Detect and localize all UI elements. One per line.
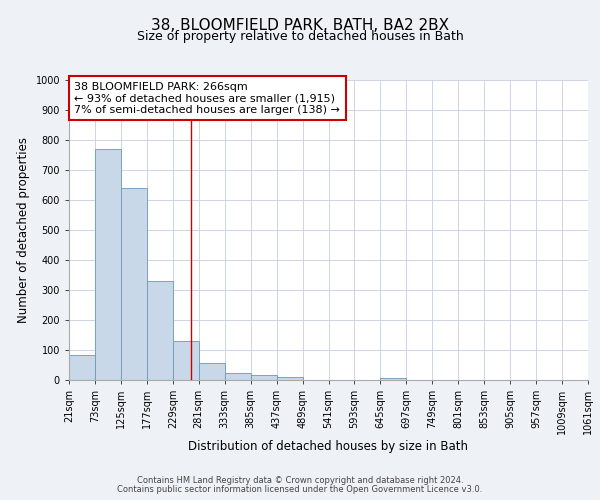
Bar [121,188,147,380]
X-axis label: Distribution of detached houses by size in Bath: Distribution of detached houses by size … [188,440,469,453]
Bar [147,281,173,380]
Bar [95,149,121,380]
Text: 38 BLOOMFIELD PARK: 266sqm
← 93% of detached houses are smaller (1,915)
7% of se: 38 BLOOMFIELD PARK: 266sqm ← 93% of deta… [74,82,340,114]
Text: Contains HM Land Registry data © Crown copyright and database right 2024.: Contains HM Land Registry data © Crown c… [137,476,463,485]
Y-axis label: Number of detached properties: Number of detached properties [17,137,30,323]
Bar [251,375,277,380]
Text: Contains public sector information licensed under the Open Government Licence v3: Contains public sector information licen… [118,485,482,494]
Bar [69,354,95,380]
Text: Size of property relative to detached houses in Bath: Size of property relative to detached ho… [137,30,463,43]
Bar [173,341,199,380]
Bar [277,377,302,380]
Bar [224,374,251,380]
Bar [380,378,406,380]
Bar [199,362,224,380]
Text: 38, BLOOMFIELD PARK, BATH, BA2 2BX: 38, BLOOMFIELD PARK, BATH, BA2 2BX [151,18,449,32]
